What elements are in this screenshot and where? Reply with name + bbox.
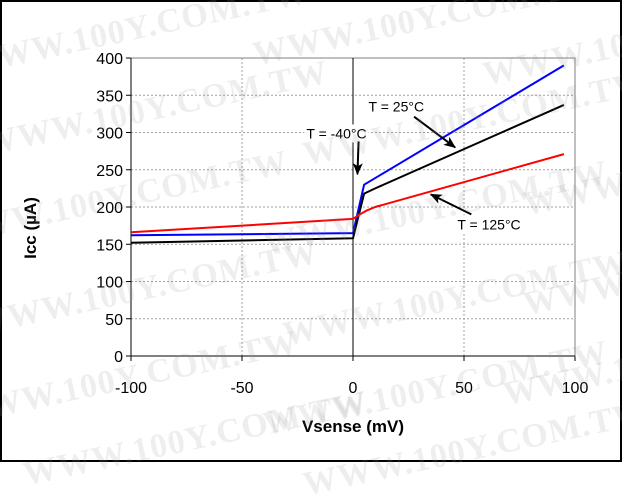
series-lines <box>130 64 565 244</box>
y-tick-label: 200 <box>96 200 123 217</box>
y-tick-label: 300 <box>96 126 123 143</box>
y-tick-label: 0 <box>114 349 123 366</box>
y-tick-label: 250 <box>96 163 123 180</box>
annotation-arrow <box>413 115 456 149</box>
x-axis-label: Vsense (mV) <box>302 417 404 436</box>
y-tick-label: 400 <box>96 51 123 68</box>
figure-border <box>0 0 622 462</box>
y-axis-label: Icc (µA) <box>21 197 40 259</box>
annotations: T = -40°CT = 25°C T = 125°C <box>304 97 523 234</box>
y-tick-label: 100 <box>96 275 123 292</box>
x-tick-label: -100 <box>115 380 147 397</box>
tick-labels: 0 50 100 150 200 250 300 350 400 -100 -50 0 50 100 <box>96 51 588 397</box>
series-line-2 <box>130 103 565 244</box>
y-tick-label: 150 <box>96 237 123 254</box>
annotation-arrow <box>429 193 472 216</box>
annotation-label: T = 125°C <box>457 216 520 232</box>
annotation-label-bg <box>304 124 369 143</box>
annotation-label: T = 25°C <box>369 99 425 115</box>
x-tick-label: 0 <box>349 380 358 397</box>
annotation-label-bg <box>366 97 427 116</box>
annotation-label: T = -40°C <box>306 125 366 141</box>
annotation-label-bg <box>455 215 523 234</box>
axes <box>126 57 576 361</box>
series-line-1 <box>130 64 565 237</box>
x-tick-label: -50 <box>230 380 253 397</box>
y-tick-label: 350 <box>96 88 123 105</box>
y-tick-label: 50 <box>105 312 123 329</box>
x-tick-label: 100 <box>562 380 589 397</box>
series-line-3 <box>130 153 565 234</box>
x-tick-label: 50 <box>455 380 473 397</box>
icc-vs-vsense-chart: 0 50 100 150 200 250 300 350 400 -100 -50 0 50 100 T … <box>0 0 622 462</box>
annotation-arrow <box>352 141 363 176</box>
